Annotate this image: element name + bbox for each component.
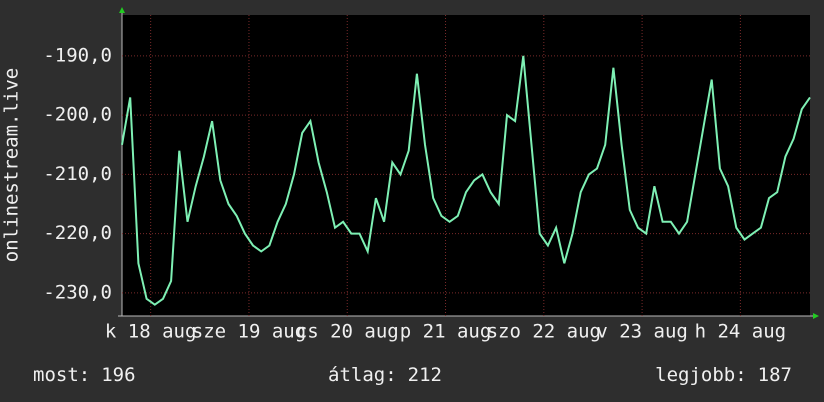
footer-part: legjobb: — [655, 364, 747, 386]
footer-part: most: — [33, 364, 90, 386]
footer-part: 196 — [101, 364, 135, 386]
footer-stat: átlag: 212 — [328, 364, 442, 386]
footer-stat: most: 196 — [33, 364, 136, 386]
x-arrow — [813, 313, 819, 319]
y-arrow — [119, 7, 125, 13]
x-tick-label: v 23 aug — [596, 321, 688, 343]
y-tick-label: -190,0 — [43, 44, 112, 66]
y-tick-label: -210,0 — [43, 163, 112, 185]
footer-part: 212 — [408, 364, 442, 386]
y-tick-label: -230,0 — [43, 281, 112, 303]
plot-area — [122, 15, 810, 316]
x-tick-label: h 24 aug — [695, 321, 787, 343]
x-tick-label: szo 22 aug — [487, 321, 601, 343]
footer-part: átlag: — [328, 364, 397, 386]
y-axis-label: onlinestream.live — [1, 68, 23, 262]
footer-stat: legjobb: 187 — [655, 364, 792, 386]
x-tick-label: p 21 aug — [400, 321, 492, 343]
footer-part: 187 — [758, 364, 792, 386]
y-tick-label: -220,0 — [43, 222, 112, 244]
x-tick-label: cs 20 aug — [296, 321, 399, 343]
y-tick-label: -200,0 — [43, 104, 112, 126]
x-tick-label: sze 19 aug — [192, 321, 306, 343]
data-line — [121, 55, 811, 306]
x-tick-label: k 18 aug — [105, 321, 197, 343]
